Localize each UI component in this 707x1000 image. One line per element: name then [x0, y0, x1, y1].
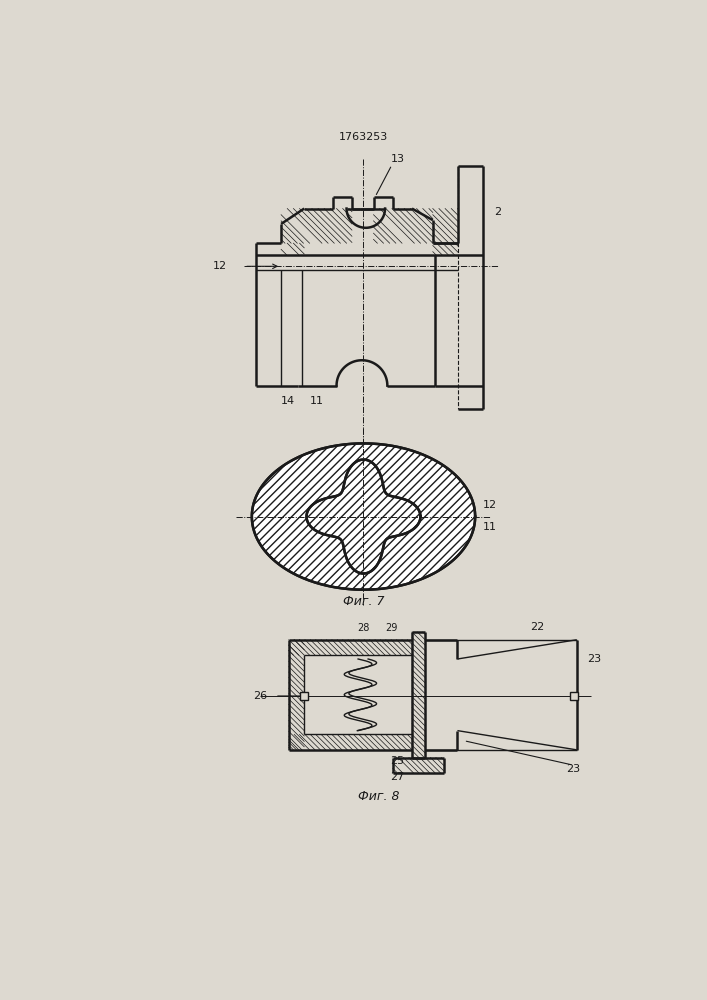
Bar [300, 692, 308, 700]
Text: 23: 23 [566, 764, 580, 774]
Text: 2: 2 [494, 207, 501, 217]
Text: 12: 12 [213, 261, 227, 271]
Text: 12: 12 [483, 500, 497, 510]
Text: 27: 27 [390, 772, 404, 782]
Text: 23: 23 [587, 654, 601, 664]
Text: 25: 25 [390, 756, 404, 766]
Text: 29: 29 [385, 623, 397, 633]
Text: 14: 14 [281, 396, 296, 406]
Text: 11: 11 [310, 396, 324, 406]
Text: 22: 22 [530, 622, 545, 632]
Text: 26: 26 [253, 691, 267, 701]
Text: 13: 13 [390, 153, 404, 163]
Text: 28: 28 [357, 623, 370, 633]
Bar [570, 692, 578, 700]
Text: 1763253: 1763253 [339, 132, 388, 142]
Text: 11: 11 [483, 522, 497, 532]
PathPatch shape [252, 443, 475, 590]
Text: Фиг. 8: Фиг. 8 [358, 790, 399, 803]
Text: Фиг. 7: Фиг. 7 [343, 595, 384, 608]
